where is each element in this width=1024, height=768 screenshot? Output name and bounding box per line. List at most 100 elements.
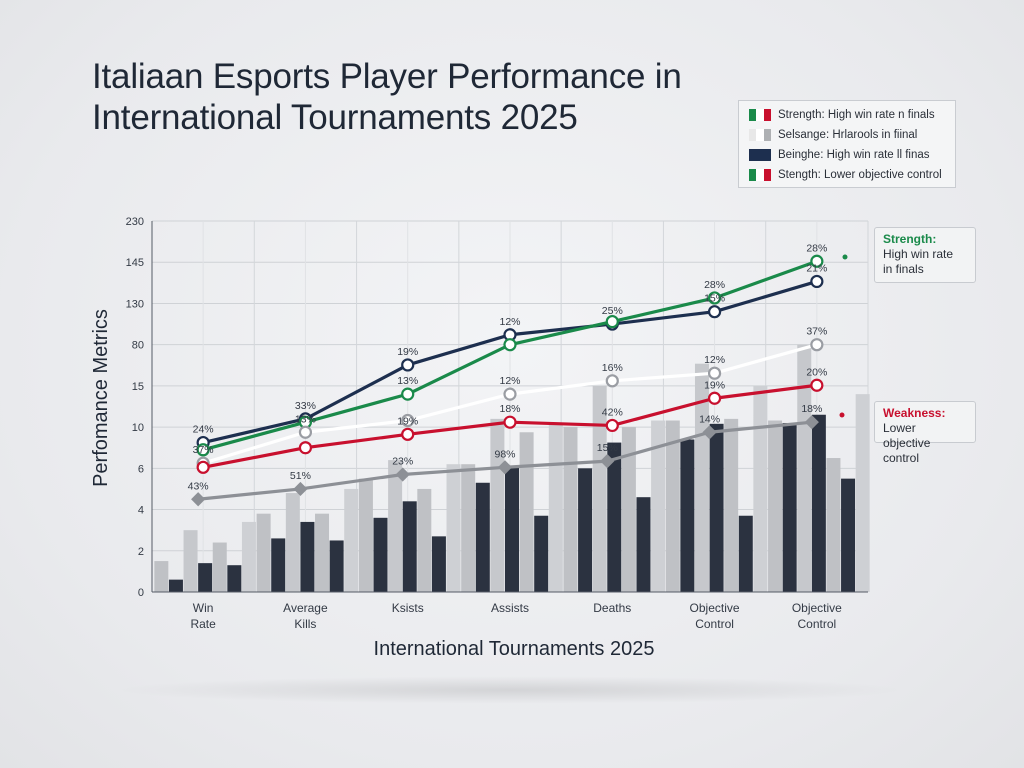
data-label: 12% [704,354,725,366]
legend-swatch [749,109,771,121]
legend-label: Strength: High win rate n finals [778,109,935,121]
x-axis-title: International Tournaments 2025 [374,638,655,660]
axes: 0 2 4 6 10 15 80 130 145 230 Win Rate Average Kills Ks… [126,216,868,631]
bar [256,513,271,592]
y-tick-label: 2 [138,546,144,558]
bar [636,497,651,592]
series-marker [810,378,824,392]
data-label: 18% [801,403,822,415]
bar [621,427,636,592]
data-label: 42% [602,406,623,418]
series-marker [804,415,819,430]
bar [285,493,300,592]
weakness-callout-highlight: Weakness: [883,406,946,420]
data-label: 14% [699,413,720,425]
bar [168,579,183,592]
bar [768,420,783,592]
series-marker [810,338,824,352]
legend-entry: Strength: High win rate n finals [749,105,955,125]
y-tick-label: 6 [138,463,144,475]
legend-swatch [749,149,771,161]
bar [782,422,797,592]
bar [709,423,724,592]
bar [592,385,607,592]
series-marker [707,291,722,305]
bar [797,344,812,592]
bar [490,418,505,592]
bar [212,542,227,592]
bar [431,536,446,592]
series-marker [810,254,824,268]
y-tick-label: 0 [138,587,144,599]
series-marker [503,387,517,401]
bar [505,466,519,592]
weakness-connector-dot [839,412,845,418]
series-marker [600,454,615,469]
bar [402,501,417,592]
series-marker [503,338,517,352]
bar [811,414,826,592]
data-label: 25% [602,305,623,317]
legend-entry: Stength: Lower objective control [749,165,955,185]
bar [227,565,242,592]
data-labels: 24% 33% 19% 12% 25% 15% 21% 13% 28% 28% 37% 13% 12% 1… [188,242,828,492]
data-label: 13% [397,375,418,387]
series-marker [293,481,308,497]
data-label: 28% [704,279,725,291]
legend-label: Selsange: Hrlarools in fiinal [778,129,918,141]
series-marker [497,460,513,475]
data-label: 16% [602,362,623,374]
legend-entry: Beinghe: High win rate ll finas [749,145,955,165]
bars [154,344,870,592]
bar [841,478,856,592]
series-marker [605,374,619,388]
weakness-callout: Weakness: Lower objective control [874,401,976,465]
y-tick-label: 4 [138,505,144,517]
series-marker [191,492,206,507]
bar [241,521,256,592]
bar [578,468,593,592]
bar [475,482,490,592]
series-marker [401,427,415,441]
bar [461,464,476,592]
legend-label: Beinghe: High win rate ll finas [778,149,930,161]
bar [738,515,753,592]
legend-swatch [749,129,771,141]
legend-swatch [749,169,771,181]
series-marker [298,425,313,439]
series-marker [196,460,210,474]
x-tick-label: Win Rate [190,601,216,631]
strength-connector-dot [842,254,848,260]
bar [753,385,768,592]
series-marker [810,274,824,289]
x-tick-label: Assists [491,601,529,615]
bar [826,458,841,592]
legend-label: Stength: Lower objective control [778,169,942,181]
data-label: 21% [806,262,827,274]
bar [388,460,403,592]
legend-entry: Selsange: Hrlarools in fiinal [749,125,955,145]
bar [446,464,461,592]
x-tick-label: Ksists [392,601,424,615]
series-marker [707,305,722,319]
data-label: 13% [295,413,316,425]
bar [534,515,549,592]
bar [271,538,286,592]
bar [665,420,680,592]
bar [519,432,534,592]
series-marker [401,387,415,401]
series-marker [196,443,210,457]
bar [724,418,739,592]
strength-callout-line1: High win rate [883,247,954,261]
data-label: 98% [494,448,515,460]
lines [191,254,824,507]
data-label: 19% [704,379,725,391]
strength-callout: Strength: High win rate in finals [874,227,976,283]
bar [855,394,870,592]
x-tick-label: Objective Control [690,601,740,631]
weakness-callout-rest: Lower [883,421,916,435]
data-label: 12% [499,316,520,328]
y-tick-label: 145 [126,257,144,269]
legend: Strength: High win rate n finals Selsange… [738,100,956,188]
